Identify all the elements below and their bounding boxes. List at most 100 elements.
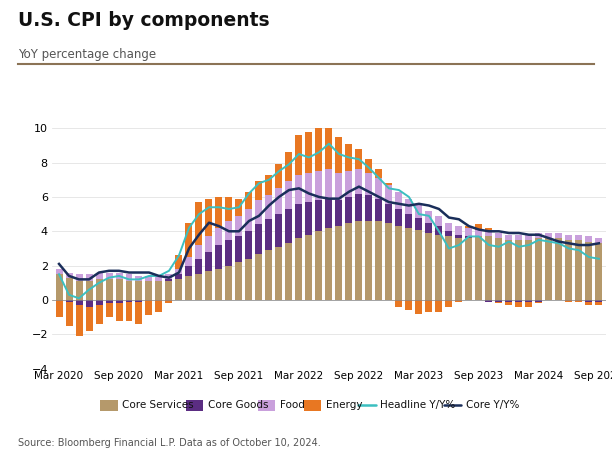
Bar (75, 281, 83, 300)
Bar (405, 214, 412, 228)
Bar (495, 300, 502, 302)
Bar (575, 240, 583, 300)
Bar (95, 273, 102, 279)
Bar (495, 233, 502, 238)
Bar (65, 278, 72, 300)
Bar (386, 204, 392, 223)
Bar (116, 300, 122, 304)
Bar (305, 235, 313, 300)
Bar (315, 128, 323, 171)
Bar (176, 274, 182, 279)
Bar (375, 178, 382, 199)
Bar (375, 199, 382, 221)
Text: Food: Food (280, 400, 305, 410)
Bar (125, 274, 133, 281)
Bar (395, 192, 403, 209)
Bar (435, 226, 442, 235)
Bar (425, 211, 433, 223)
Bar (165, 279, 173, 281)
Bar (236, 199, 242, 216)
Bar (395, 209, 403, 226)
Bar (125, 281, 133, 300)
Bar (266, 219, 272, 250)
Text: Core Y/Y%: Core Y/Y% (466, 400, 519, 410)
Bar (105, 273, 113, 279)
Bar (476, 236, 482, 300)
Bar (465, 236, 472, 238)
Bar (595, 302, 602, 305)
Bar (105, 300, 113, 304)
Bar (86, 281, 92, 300)
Bar (65, 302, 72, 326)
Bar (455, 300, 463, 302)
Bar (386, 185, 392, 204)
Bar (525, 240, 532, 300)
Bar (105, 279, 113, 300)
Bar (425, 233, 433, 300)
Bar (155, 281, 163, 300)
Bar (446, 300, 452, 307)
Bar (315, 201, 323, 231)
Bar (326, 169, 332, 199)
Bar (255, 201, 263, 224)
Text: Source: Bloomberg Financial L.P. Data as of October 10, 2024.: Source: Bloomberg Financial L.P. Data as… (18, 438, 321, 448)
Bar (185, 257, 193, 266)
Bar (165, 274, 173, 279)
Bar (556, 238, 562, 300)
Bar (395, 226, 403, 300)
Bar (515, 235, 523, 240)
Text: YoY percentage change: YoY percentage change (18, 48, 157, 61)
Bar (435, 216, 442, 226)
Bar (335, 137, 343, 173)
Bar (476, 229, 482, 236)
Bar (296, 238, 302, 300)
Bar (565, 235, 572, 240)
Bar (206, 252, 212, 271)
Bar (285, 209, 293, 243)
Bar (356, 169, 362, 194)
Bar (595, 238, 602, 243)
Bar (595, 243, 602, 300)
Bar (105, 304, 113, 317)
Bar (515, 240, 523, 300)
Bar (236, 262, 242, 300)
Bar (356, 221, 362, 300)
Bar (455, 238, 463, 300)
Bar (275, 188, 283, 214)
Bar (515, 300, 523, 302)
Bar (95, 300, 102, 305)
Bar (95, 279, 102, 300)
Bar (565, 240, 572, 300)
Bar (335, 226, 343, 300)
Bar (405, 228, 412, 300)
Bar (595, 300, 602, 302)
Text: Core Goods: Core Goods (208, 400, 268, 410)
Bar (285, 243, 293, 300)
Bar (575, 235, 583, 240)
Bar (545, 233, 553, 238)
Bar (315, 231, 323, 300)
Bar (116, 279, 122, 300)
Bar (285, 181, 293, 209)
Bar (95, 305, 102, 324)
Bar (56, 274, 62, 300)
Bar (545, 238, 553, 300)
Bar (75, 274, 83, 281)
Bar (386, 223, 392, 300)
Bar (586, 300, 592, 302)
Bar (405, 199, 412, 214)
Bar (225, 221, 233, 240)
Bar (116, 304, 122, 321)
Bar (356, 193, 362, 221)
Bar (305, 173, 313, 202)
Bar (195, 245, 203, 259)
Bar (275, 164, 283, 188)
Bar (155, 300, 163, 312)
Bar (536, 238, 542, 300)
Bar (345, 171, 353, 197)
Bar (356, 149, 362, 169)
Bar (266, 174, 272, 195)
Bar (476, 224, 482, 229)
Bar (125, 300, 133, 302)
Bar (65, 300, 72, 302)
